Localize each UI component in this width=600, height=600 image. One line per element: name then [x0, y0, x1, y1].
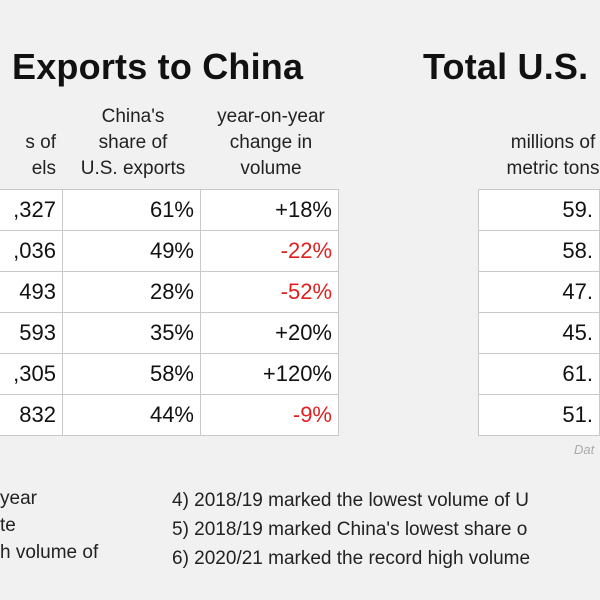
table-row: 593 35% +20%	[0, 312, 339, 354]
header-volume: s of els	[25, 132, 56, 179]
cell-total-volume: 51.	[478, 394, 600, 436]
header-change: year-on-year change in volume	[217, 106, 325, 179]
cell-total-volume: 58.	[478, 230, 600, 272]
table-row: 45.	[478, 312, 600, 354]
cell-change: -52%	[200, 271, 339, 313]
left-title: Exports to China	[12, 46, 304, 87]
cell-share: 28%	[62, 271, 201, 313]
total-table: 59. 58. 47. 45. 61. 51.	[478, 189, 600, 436]
table-row: 51.	[478, 394, 600, 436]
cell-volume: ,305	[0, 353, 63, 395]
table-row: 832 44% -9%	[0, 394, 339, 436]
note-right-5: 5) 2018/19 marked China's lowest share o	[172, 519, 528, 540]
cell-volume: ,327	[0, 189, 63, 231]
cell-total-volume: 47.	[478, 271, 600, 313]
table-row: 493 28% -52%	[0, 271, 339, 313]
cell-share: 58%	[62, 353, 201, 395]
cell-change: -9%	[200, 394, 339, 436]
cell-volume: ,036	[0, 230, 63, 272]
note-right-4: 4) 2018/19 marked the lowest volume of U	[172, 490, 529, 511]
table-row: 59.	[478, 189, 600, 231]
cell-volume: 593	[0, 312, 63, 354]
source-note: Dat	[574, 442, 595, 457]
cell-change: -22%	[200, 230, 339, 272]
table-row: ,036 49% -22%	[0, 230, 339, 272]
cell-volume: 832	[0, 394, 63, 436]
cell-share: 61%	[62, 189, 201, 231]
cell-total-volume: 45.	[478, 312, 600, 354]
header-share: China's share of U.S. exports	[80, 106, 186, 179]
note-right-6: 6) 2020/21 marked the record high volume	[172, 548, 531, 569]
header-total-volume: millions of metric tons	[506, 132, 600, 179]
table-row: ,305 58% +120%	[0, 353, 339, 395]
table-row: 58.	[478, 230, 600, 272]
cell-volume: 493	[0, 271, 63, 313]
cell-change: +18%	[200, 189, 339, 231]
note-left-1: year	[0, 488, 37, 509]
note-left-3: h volume of	[0, 542, 99, 563]
cell-total-volume: 59.	[478, 189, 600, 231]
cell-total-volume: 61.	[478, 353, 600, 395]
table-row: ,327 61% +18%	[0, 189, 339, 231]
table-row: 61.	[478, 353, 600, 395]
exports-table: ,327 61% +18% ,036 49% -22% 493 28% -52% 593 35% +2…	[0, 189, 339, 436]
cell-share: 49%	[62, 230, 201, 272]
cell-change: +120%	[200, 353, 339, 395]
cell-share: 44%	[62, 394, 201, 436]
note-left-2: te	[0, 515, 16, 536]
right-title: Total U.S.	[423, 46, 589, 87]
cell-change: +20%	[200, 312, 339, 354]
table-row: 47.	[478, 271, 600, 313]
cell-share: 35%	[62, 312, 201, 354]
